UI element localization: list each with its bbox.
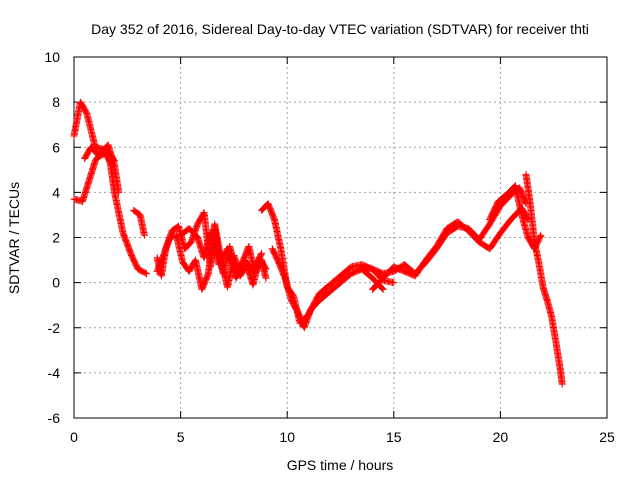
x-tick-label: 20	[493, 429, 509, 445]
data-point-marker	[390, 279, 398, 287]
data-point-marker	[257, 250, 265, 258]
y-tick-label: 0	[52, 275, 60, 291]
chart-title: Day 352 of 2016, Sidereal Day-to-day VTE…	[91, 21, 589, 37]
data-point-marker	[262, 274, 270, 282]
data-point-marker	[261, 264, 269, 272]
data-point-marker	[379, 285, 387, 293]
x-tick-label: 5	[177, 429, 185, 445]
data-point-marker	[258, 249, 266, 257]
data-point-marker	[558, 380, 566, 388]
series-track-1	[70, 98, 150, 278]
data-point-marker	[262, 265, 270, 273]
data-point-marker	[110, 156, 118, 164]
series-track-9	[268, 245, 387, 332]
series-track-13	[522, 170, 566, 388]
data-point-marker	[378, 284, 386, 292]
x-tick-label: 10	[279, 429, 295, 445]
y-tick-label: 10	[44, 49, 60, 65]
tick-layer: 0 5 10 15 20 25 -6 -4 -2 0 2 4 6 8 10	[44, 49, 615, 445]
data-point-marker	[141, 269, 149, 277]
series-track-3	[81, 143, 119, 165]
data-point-marker	[537, 231, 545, 239]
y-tick-label: 4	[52, 184, 60, 200]
y-tick-label: 2	[52, 230, 60, 246]
series-track-4	[130, 206, 148, 239]
x-axis-label: GPS time / hours	[287, 457, 394, 473]
x-tick-label: 0	[70, 429, 78, 445]
data-point-marker	[115, 188, 123, 196]
x-tick-label: 25	[599, 429, 615, 445]
data-layer	[70, 98, 566, 388]
y-tick-label: 8	[52, 94, 60, 110]
y-tick-label: -6	[48, 410, 61, 426]
data-point-marker	[536, 232, 544, 240]
series-track-11	[368, 204, 532, 293]
data-point-marker	[524, 215, 532, 223]
series-track-7	[177, 224, 266, 282]
data-point-marker	[111, 157, 119, 165]
data-point-marker	[140, 231, 148, 239]
y-tick-label: -4	[48, 365, 61, 381]
y-axis-label: SDTVAR / TECUs	[6, 182, 22, 294]
data-point-marker	[142, 270, 150, 278]
x-tick-label: 15	[386, 429, 402, 445]
y-tick-label: 6	[52, 139, 60, 155]
y-tick-label: -2	[48, 320, 61, 336]
